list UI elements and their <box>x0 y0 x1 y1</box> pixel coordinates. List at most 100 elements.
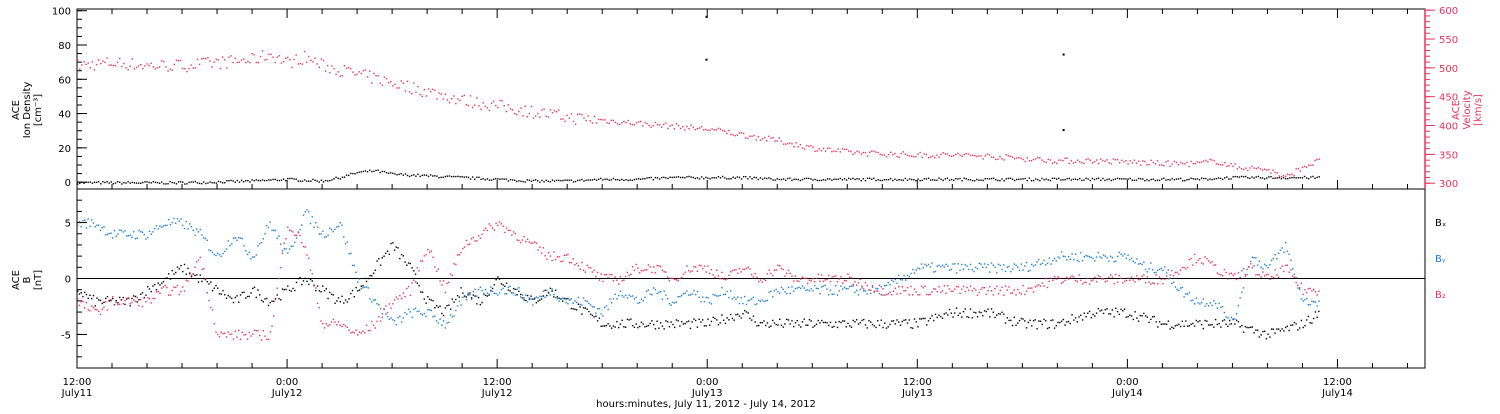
b-point <box>1304 288 1306 291</box>
b-point <box>1062 281 1065 283</box>
b-point <box>605 324 608 327</box>
velocity-point <box>1152 161 1154 164</box>
velocity-point <box>923 153 926 155</box>
b-point <box>392 303 394 305</box>
b-point <box>236 295 238 297</box>
b-point <box>994 316 996 319</box>
velocity-point <box>530 105 533 108</box>
velocity-point <box>1158 164 1161 166</box>
density-point <box>864 179 867 182</box>
b-point <box>157 291 159 293</box>
b-point <box>850 285 853 287</box>
b-point <box>836 294 839 296</box>
b-point <box>1211 323 1213 326</box>
b-point <box>864 281 867 284</box>
b-point <box>749 299 751 301</box>
b-point <box>917 326 919 328</box>
b-point <box>1302 300 1304 302</box>
b-point <box>905 319 907 321</box>
velocity-point <box>511 109 514 111</box>
b-point <box>934 313 937 316</box>
b-point <box>565 254 567 256</box>
velocity-point <box>224 59 226 61</box>
b-point <box>238 329 240 332</box>
density-point <box>1167 178 1169 181</box>
b-point <box>1046 327 1049 330</box>
b-point <box>623 279 625 281</box>
b-point <box>703 265 706 267</box>
b-point <box>719 294 721 297</box>
b-point <box>117 303 119 306</box>
b-point <box>493 284 496 286</box>
velocity-point <box>140 63 142 66</box>
velocity-point <box>847 150 850 152</box>
b-point <box>397 317 399 319</box>
b-point <box>642 299 644 302</box>
density-point <box>1282 177 1285 179</box>
velocity-point <box>81 64 83 66</box>
b-point <box>789 272 791 275</box>
velocity-point <box>1116 158 1119 161</box>
b-point <box>889 291 891 293</box>
velocity-point <box>1037 156 1039 159</box>
b-point <box>938 264 940 267</box>
b-point <box>996 314 998 316</box>
b-point <box>686 321 688 323</box>
b-point <box>497 276 499 278</box>
b-point <box>598 317 601 319</box>
b-point <box>752 315 755 317</box>
b-point <box>589 304 592 306</box>
b-point <box>966 265 968 267</box>
velocity-point <box>1238 166 1241 168</box>
b-point <box>350 252 352 255</box>
density-point <box>184 183 186 185</box>
density-point <box>774 179 776 181</box>
b-point <box>1305 297 1308 300</box>
velocity-point <box>988 154 991 156</box>
b-point <box>442 314 445 317</box>
b-point <box>843 279 846 282</box>
density-point <box>1003 179 1005 182</box>
density-point <box>585 179 587 182</box>
velocity-point <box>585 119 587 122</box>
b-point <box>420 260 422 262</box>
b-point <box>80 225 82 228</box>
b-point <box>332 230 334 233</box>
b-point <box>85 293 88 296</box>
b-point <box>1108 276 1110 279</box>
b-point <box>1137 263 1140 265</box>
velocity-point <box>705 128 707 131</box>
density-y-tick-label: 100 <box>52 7 71 18</box>
b-point <box>864 324 867 326</box>
b-point <box>1305 291 1308 294</box>
b-point <box>798 286 800 289</box>
density-point <box>953 179 955 182</box>
b-point <box>381 257 384 259</box>
density-point <box>1102 177 1104 180</box>
density-point <box>1064 178 1066 181</box>
b-point <box>807 324 809 326</box>
b-point <box>677 279 679 282</box>
b-point <box>278 298 280 300</box>
b-point <box>1237 321 1240 323</box>
b-point <box>509 229 511 231</box>
density-point <box>177 181 180 183</box>
b-point <box>1003 264 1005 266</box>
b-point <box>568 261 571 264</box>
velocity-point <box>320 58 323 60</box>
b-point <box>519 293 522 296</box>
velocity-point <box>282 60 285 63</box>
velocity-point <box>911 155 913 157</box>
velocity-point <box>665 122 667 124</box>
b-point <box>840 285 842 287</box>
b-point <box>166 277 168 279</box>
b-point <box>351 289 354 292</box>
velocity-point <box>793 146 795 148</box>
density-point <box>946 177 949 179</box>
b-point <box>472 236 475 239</box>
density-point <box>850 178 852 180</box>
velocity-point <box>507 104 510 106</box>
density-point <box>736 176 739 178</box>
b-point <box>607 323 609 325</box>
b-point <box>936 291 938 293</box>
